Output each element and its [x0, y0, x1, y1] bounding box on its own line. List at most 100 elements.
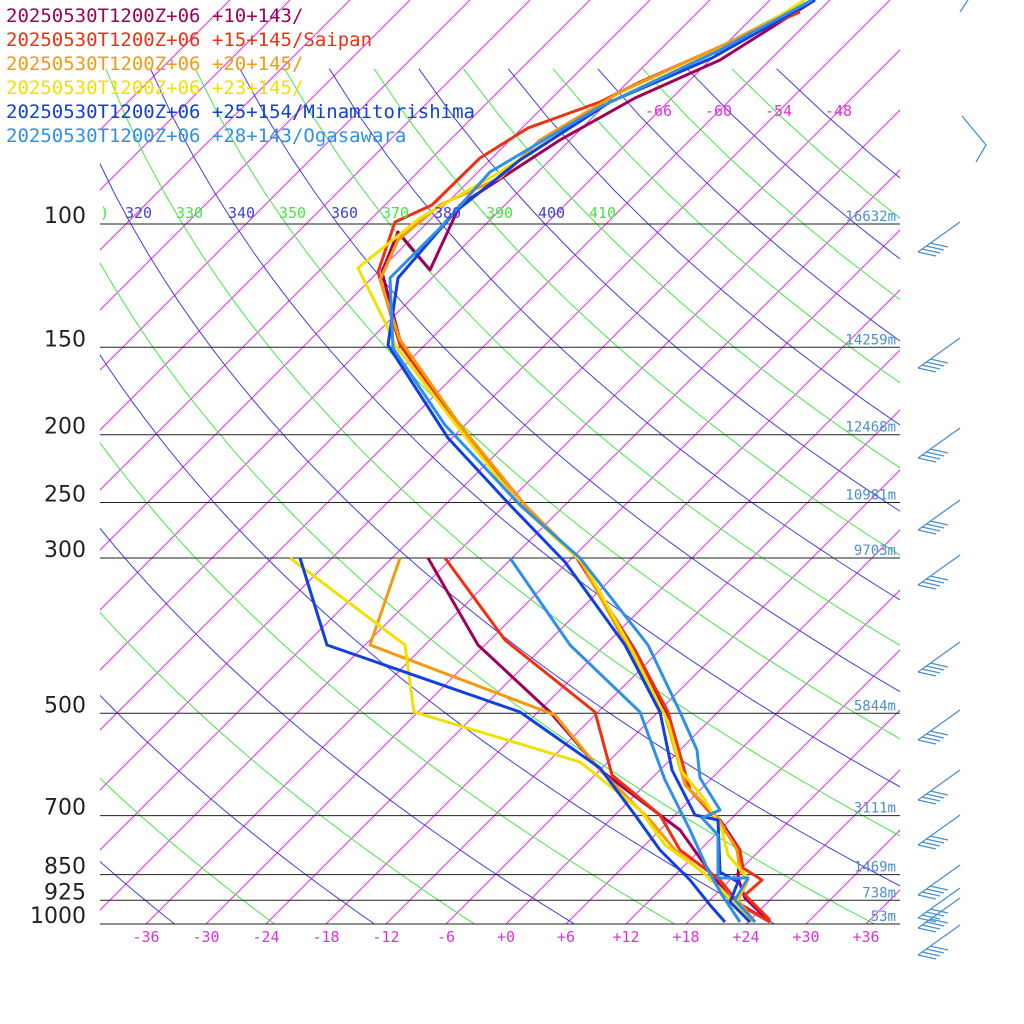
theta-label: )	[100, 204, 109, 222]
wind-barb-flag	[925, 948, 945, 954]
isotherm-line	[565, 589, 900, 924]
isotherm-line	[205, 229, 900, 924]
isotherm-line	[100, 0, 891, 791]
wind-barb-shaft	[917, 924, 961, 956]
isotherm-top-label: -60	[705, 102, 732, 120]
wind-barb-flag	[921, 891, 941, 897]
theta-curve	[418, 68, 900, 512]
isotherm-line	[865, 889, 900, 924]
wind-barb-flag	[917, 251, 937, 257]
temperature-tick-label: +18	[672, 928, 699, 946]
height-label: 10981m	[845, 488, 896, 504]
wind-barb-flag	[925, 733, 945, 739]
wind-barb-flag	[921, 951, 941, 957]
temperature-tick-label: +0	[497, 928, 515, 946]
pressure-label: 150	[44, 327, 86, 352]
theta-label: 380	[434, 204, 461, 222]
legend-entry: 20250530T1200Z+06 +25+154/Minamitorishim…	[6, 101, 475, 123]
wind-barb-flag	[925, 838, 945, 844]
height-label: 16632m	[845, 209, 896, 225]
pressure-label: 850	[44, 855, 86, 880]
wind-barb-icon	[917, 641, 961, 677]
theta-curve	[328, 68, 900, 601]
wind-barb-icon	[917, 554, 961, 590]
temperature-tick-label: -18	[312, 928, 339, 946]
wind-barb-flag	[917, 927, 937, 933]
isotherm-lines	[100, 0, 1024, 924]
theta-label: 360	[331, 204, 358, 222]
wind-barb-flag	[921, 454, 941, 460]
wind-barb-flag	[925, 665, 945, 671]
theta-curve	[100, 860, 176, 924]
temperature-tick-label: +30	[792, 928, 819, 946]
wind-barb-shaft	[917, 709, 961, 741]
temperature-line	[378, 3, 801, 923]
wind-barb-flag	[917, 739, 937, 745]
wind-barb-shaft	[917, 499, 961, 531]
theta-label: 320	[125, 204, 152, 222]
wind-barb-flag	[929, 575, 949, 581]
isotherm-line	[685, 709, 900, 924]
pressure-label: 925	[44, 880, 86, 905]
wind-barb-flag	[925, 578, 945, 584]
wind-barb-flag	[929, 908, 949, 914]
wind-barb-flag	[921, 924, 941, 930]
wind-barb-flag	[925, 888, 945, 894]
wind-barb-icon	[961, 115, 987, 163]
wind-barb-flag	[917, 457, 937, 463]
theta-curve	[373, 68, 900, 556]
pressure-label: 200	[44, 415, 86, 440]
theta-label: 350	[279, 204, 306, 222]
theta-label: 370	[382, 204, 409, 222]
isotherm-line	[325, 349, 900, 924]
theta-label: 330	[176, 204, 203, 222]
wind-barb-flag	[917, 954, 937, 960]
theta-label: 400	[538, 204, 565, 222]
theta-label: 340	[228, 204, 255, 222]
theta-curve	[284, 68, 900, 646]
wind-barb-flag	[925, 361, 945, 367]
wind-barb-flag	[917, 529, 937, 535]
pressure-lines	[100, 223, 900, 925]
temperature-tick-label: -6	[437, 928, 455, 946]
isotherm-line	[145, 169, 900, 924]
wind-barb-flag	[921, 581, 941, 587]
theta-curve	[149, 68, 900, 788]
theta-curve	[100, 162, 900, 887]
isotherm-line	[265, 289, 900, 924]
height-label: 12468m	[845, 420, 896, 436]
height-label: 14259m	[845, 332, 896, 348]
wind-barb-shaft	[917, 769, 961, 801]
theta-curve	[100, 354, 776, 924]
theta-curve	[642, 68, 900, 301]
temperature-tick-label: +6	[557, 928, 575, 946]
wind-barb-icon	[959, 0, 969, 13]
wind-barb-flag	[925, 793, 945, 799]
theta-curve	[100, 442, 676, 924]
temperature-tick-label: -12	[372, 928, 399, 946]
dewpoint-line	[298, 557, 727, 923]
wind-barb-shaft	[917, 897, 961, 929]
pressure-label: 100	[44, 204, 86, 229]
isotherm-line	[986, 0, 1024, 924]
theta-curve	[239, 68, 900, 693]
wind-barb-icon	[917, 499, 961, 535]
isotherm-line	[445, 469, 900, 924]
wind-barb-flag	[925, 911, 945, 917]
wind-barb-flag	[917, 844, 937, 850]
isotherm-line	[100, 0, 351, 251]
wind-barb-flag	[921, 914, 941, 920]
wind-barb-flag	[929, 790, 949, 796]
wind-barb-flag	[921, 736, 941, 742]
wind-barb-shaft	[917, 814, 961, 846]
legend-entry: 20250530T1200Z+06 +28+143/Ogasawara	[6, 125, 406, 147]
wind-barb-flag	[929, 835, 949, 841]
wind-barb-flag	[921, 364, 941, 370]
wind-barb-flag	[929, 358, 949, 364]
theta-curve	[776, 68, 900, 179]
dewpoint-line	[508, 557, 742, 923]
wind-barb-flag	[917, 367, 937, 373]
dewpoint-line	[426, 557, 771, 924]
isotherm-line	[100, 0, 591, 491]
